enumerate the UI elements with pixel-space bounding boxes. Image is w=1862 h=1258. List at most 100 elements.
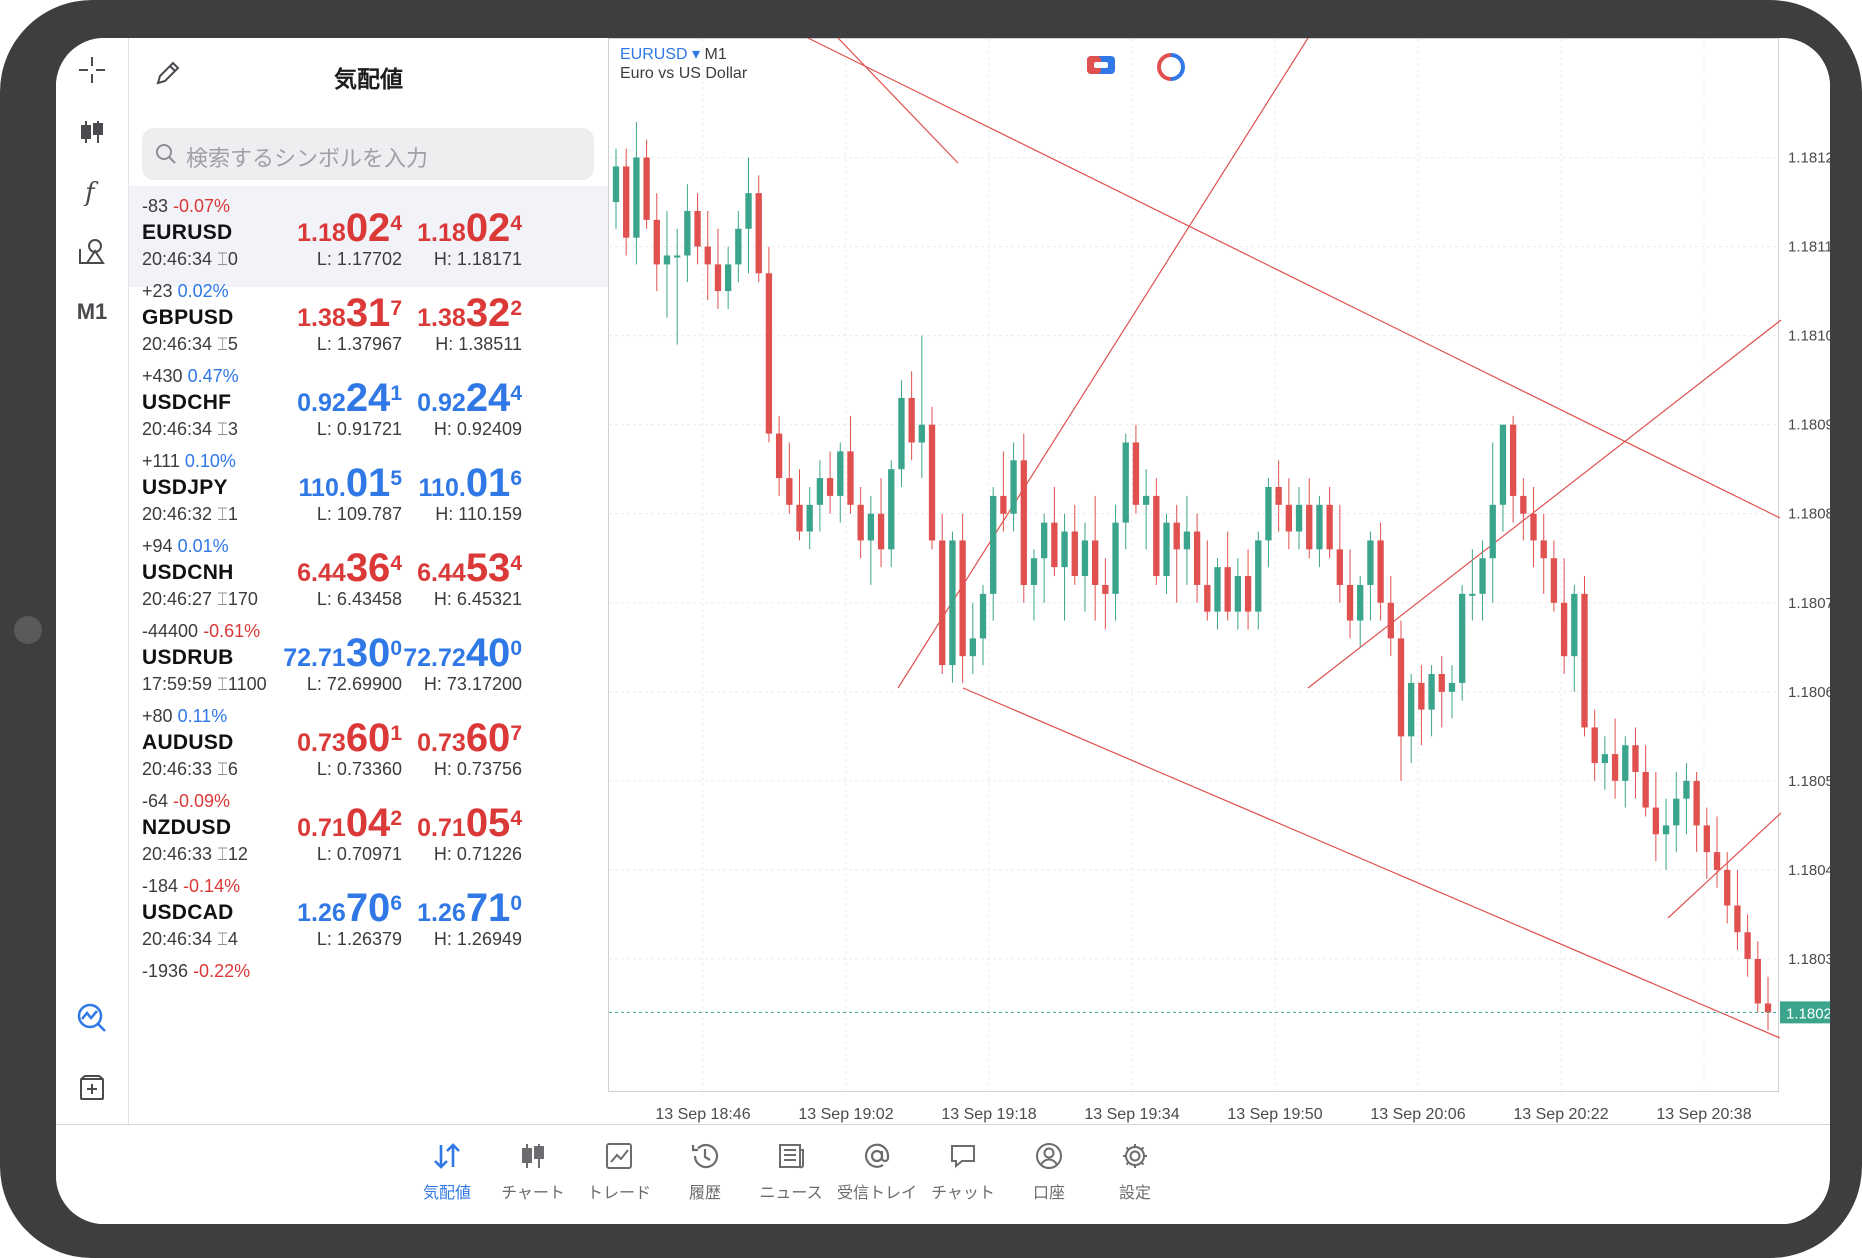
candle-body [1051,522,1058,568]
price-chart[interactable]: 1.18120 1.18110 1.18100 1.18090 1.18080 1.180… [608,38,1830,1124]
bid-price[interactable]: 110.015 [222,461,402,514]
symbol-search-input[interactable]: 検索するシンボルを入力 [142,128,594,180]
bid-price[interactable]: 0.92241 [222,376,402,429]
candle-body [1102,584,1109,594]
camera-dot [14,616,42,644]
x-tick-label: 13 Sep 19:18 [941,1106,1036,1123]
app-screen: f M1 気配値 [56,38,1830,1224]
quote-row-usdjpy[interactable]: +111 0.10% USDJPY 20:46:32 ⌶1 110.015 110.01… [129,441,608,542]
candle-body [1306,504,1313,550]
tab-at-sign[interactable]: 受信トレイ [829,1137,925,1207]
ask-prefix: 0.71 [417,814,466,842]
objects-shapes-icon[interactable] [56,228,128,276]
indicators-f-icon[interactable]: f [56,168,128,216]
chart-symbol[interactable]: EURUSD [620,46,688,63]
chart-symbol-header[interactable]: EURUSD ▾ M1 [620,44,727,64]
ask-price[interactable]: 1.38322 [342,291,522,344]
bid-price[interactable]: 1.26706 [222,886,402,939]
y-tick-label: 1.18060 [1788,684,1830,701]
daily-high: H: 110.159 [435,504,522,524]
daily-low: L: 72.69900 [306,674,402,694]
trading-signals-icon[interactable] [56,994,128,1042]
ask-big-digits: 02 [465,206,511,250]
quote-row-usdrub[interactable]: -44400 -0.61% USDRUB 17:59:59 ⌶1100 72.7130… [129,611,608,712]
quote-time: 20:46:34 ⌶3 [142,419,238,440]
ask-price[interactable]: 6.44534 [342,546,522,599]
candle-body [1346,584,1354,621]
ask-price[interactable]: 1.18024 [342,206,522,259]
ask-price[interactable]: 0.92244 [342,376,522,429]
timeframe-button[interactable]: M1 [56,288,128,336]
change-points: +94 [142,536,173,556]
quote-spread: 3 [227,419,238,439]
candle-body [857,504,864,541]
candle-body [1357,584,1364,621]
candle-body [1560,602,1568,657]
bid-price[interactable]: 0.71042 [222,801,402,854]
tab-trade-chart[interactable]: トレード [571,1137,667,1207]
candle-body [1041,522,1048,559]
candlestick-chart[interactable]: 1.18120 1.18110 1.18100 1.18090 1.18080 1.180… [608,38,1830,1124]
chart-type-candles-icon[interactable] [56,108,128,156]
candle-body [826,478,834,496]
quote-symbol: USDRUB [142,646,234,669]
candle-body [1163,522,1170,577]
ask-price[interactable]: 1.26710 [342,886,522,939]
tab-candles[interactable]: チャート [485,1137,581,1207]
bid-pipette: 7 [390,297,402,320]
ask-price[interactable]: 72.72400 [342,631,522,684]
trend-line [1667,812,1782,919]
bid-prefix: 72.71 [283,644,346,672]
quote-row-gbpusd[interactable]: +23 0.02% GBPUSD 20:46:34 ⌶5 1.38317 1.38322… [129,271,608,372]
ask-big-digits: 40 [465,631,511,675]
quote-row-eurusd[interactable]: -83 -0.07% EURUSD 20:46:34 ⌶0 1.18024 1.1802… [129,186,608,287]
daily-high: H: 1.18171 [433,249,522,269]
quote-row-usdcnh[interactable]: +94 0.01% USDCNH 20:46:27 ⌶170 6.44364 6.445… [129,526,608,627]
bid-price[interactable]: 1.18024 [222,206,402,259]
x-tick-label: 13 Sep 19:02 [798,1106,893,1123]
daily-high: H: 73.17200 [423,674,522,694]
quote-row-nzdusd[interactable]: -64 -0.09% NZDUSD 20:46:33 ⌶12 0.71042 0.710… [129,781,608,882]
tab-settings-gear[interactable]: 設定 [1087,1137,1183,1207]
tab-news[interactable]: ニュース [743,1137,839,1207]
bid-big-digits: 02 [345,206,391,250]
ask-price[interactable]: 0.73607 [342,716,522,769]
tab-chat-bubble[interactable]: チャット [915,1137,1011,1207]
quote-row-usdcad[interactable]: -184 -0.14% USDCAD 20:46:34 ⌶4 1.26706 1.267… [129,866,608,967]
one-click-trading-icon[interactable] [1086,53,1116,82]
candle-body [674,255,681,258]
bid-price[interactable]: 1.38317 [222,291,402,344]
candle-body [898,397,905,470]
crosshair-icon[interactable] [56,46,128,94]
tab-quotes-arrows[interactable]: 気配値 [399,1137,495,1207]
bid-price[interactable]: 0.73601 [222,716,402,769]
bid-price[interactable]: 72.71300 [222,631,402,684]
ask-price[interactable]: 0.71054 [342,801,522,854]
quote-spread: 6 [227,759,238,779]
quote-row-audusd[interactable]: +80 0.11% AUDUSD 20:46:33 ⌶6 0.73601 0.73607… [129,696,608,797]
ask-big-digits: 01 [465,461,511,505]
daily-high: H: 0.73756 [433,759,522,779]
quote-symbol: USDJPY [142,476,228,499]
quote-time: 20:46:34 ⌶5 [142,334,238,355]
spread-icon: ⌶ [217,929,228,949]
quote-symbol: USDCAD [142,901,234,924]
candle-body [806,504,813,532]
ask-price[interactable]: 110.016 [342,461,522,514]
candle-body [1428,674,1435,710]
quote-row-partial[interactable]: -1936 -0.22% [129,951,608,1052]
edit-pencil-icon[interactable] [153,58,183,93]
new-order-icon[interactable] [56,1064,128,1112]
candle-body [694,210,701,247]
candle-body [888,469,895,550]
bid-price[interactable]: 6.44364 [222,546,402,599]
tab-account-user[interactable]: 口座 [1001,1137,1097,1207]
daily-low: L: 1.26379 [316,929,402,949]
spread-icon: ⌶ [217,589,228,609]
search-placeholder: 検索するシンボルを入力 [186,146,429,171]
depth-of-market-icon[interactable] [1156,52,1186,87]
tab-history-clock[interactable]: 履歴 [657,1137,753,1207]
quote-row-usdchf[interactable]: +430 0.47% USDCHF 20:46:34 ⌶3 0.92241 0.9224… [129,356,608,457]
candle-body [1622,745,1629,781]
settings-gear-icon [1087,1137,1183,1175]
